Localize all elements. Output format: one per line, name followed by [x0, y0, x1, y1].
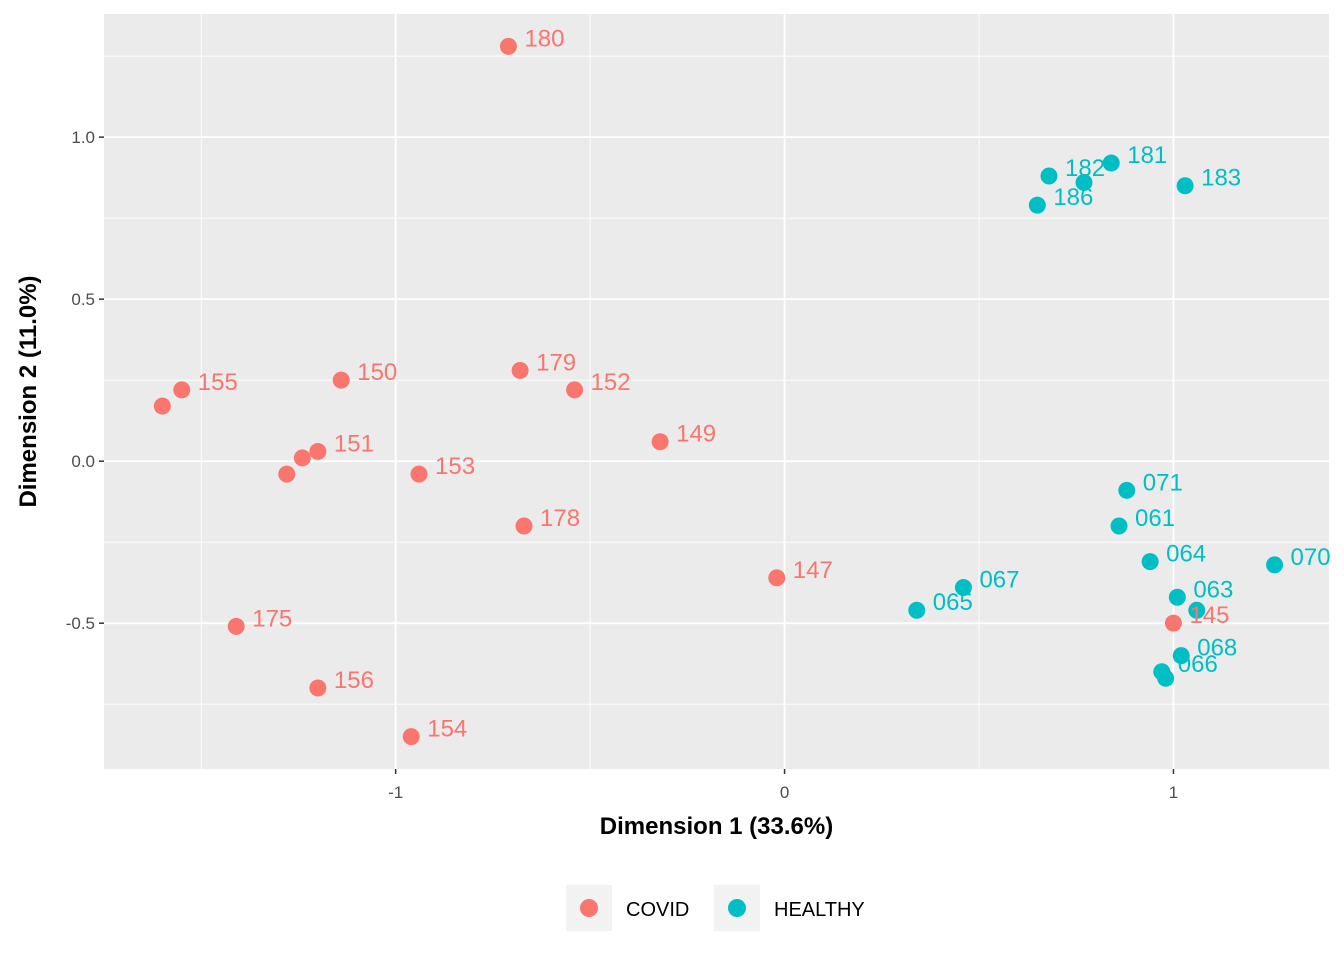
point-label: 070: [1291, 544, 1331, 571]
data-point: [908, 601, 926, 619]
x-tick-label: 0: [780, 783, 789, 802]
y-axis-ticks: -0.5 0.0 0.5 1.0: [66, 128, 104, 633]
data-point: [1075, 173, 1093, 191]
point-label: 183: [1201, 165, 1241, 192]
data-point: [566, 381, 584, 399]
y-axis-title: Dimension 2 (11.0%): [15, 275, 42, 507]
minor-gridlines: [104, 14, 1329, 769]
point-label: 178: [540, 505, 580, 532]
data-point: [278, 465, 296, 483]
data-point: [1168, 588, 1186, 606]
data-point: [1028, 196, 1046, 214]
point-label: 152: [591, 369, 631, 396]
point-label: 180: [524, 25, 564, 52]
y-tick-label: 0.5: [71, 290, 95, 309]
point-label: 063: [1193, 576, 1233, 603]
data-points: [153, 37, 1284, 746]
data-point: [1157, 669, 1175, 687]
legend-key-dot: [580, 899, 598, 917]
legend: COVID HEALTHY: [566, 885, 865, 931]
data-point: [402, 728, 420, 746]
y-tick-label: -0.5: [66, 614, 95, 633]
point-label: 156: [334, 667, 374, 694]
panel-background: [104, 14, 1329, 769]
data-point: [173, 381, 191, 399]
data-point: [499, 37, 517, 55]
x-tick-label: -1: [388, 783, 403, 802]
point-label: 150: [357, 359, 397, 386]
point-label: 147: [793, 557, 833, 584]
data-point: [1118, 481, 1136, 499]
point-label: 066: [1178, 651, 1218, 678]
point-label: 154: [427, 716, 467, 743]
data-point: [309, 679, 327, 697]
point-label: 175: [252, 605, 292, 632]
x-tick-label: 1: [1169, 783, 1178, 802]
data-point: [651, 433, 669, 451]
x-axis-title: Dimension 1 (33.6%): [600, 813, 833, 840]
point-label: 064: [1166, 541, 1206, 568]
data-point: [1172, 647, 1190, 665]
point-label: 068: [1197, 635, 1237, 662]
major-gridlines: [104, 14, 1329, 769]
legend-label: HEALTHY: [774, 899, 865, 921]
data-point: [1102, 154, 1120, 172]
point-label: 149: [676, 421, 716, 448]
point-label: 153: [435, 453, 475, 480]
data-point: [332, 371, 350, 389]
point-label: 151: [334, 430, 374, 457]
x-axis-ticks: -1 0 1: [388, 769, 1178, 802]
y-tick-label: 0.0: [71, 452, 95, 471]
data-point: [515, 517, 533, 535]
data-point: [1164, 614, 1182, 632]
point-label: 065: [933, 589, 973, 616]
legend-key-dot: [728, 899, 746, 917]
legend-item-healthy: HEALTHY: [714, 885, 865, 931]
data-point: [768, 569, 786, 587]
point-labels: 180 155 150 179 152 151 153 149 178 147 175 156 154 1…: [198, 25, 1331, 742]
data-point: [1188, 601, 1206, 619]
data-point: [410, 465, 428, 483]
data-point: [309, 442, 327, 460]
point-label: 179: [536, 349, 576, 376]
point-label: 155: [198, 369, 238, 396]
point-label: 067: [979, 567, 1019, 594]
point-label: 071: [1143, 469, 1183, 496]
data-point: [1110, 517, 1128, 535]
point-label: 182: [1065, 155, 1105, 182]
data-point: [1141, 553, 1159, 571]
data-point: [293, 449, 311, 467]
point-label: 181: [1127, 142, 1167, 169]
data-point: [227, 617, 245, 635]
data-point: [1176, 177, 1194, 195]
data-point: [1266, 556, 1284, 574]
legend-label: COVID: [626, 899, 689, 921]
point-label: 061: [1135, 505, 1175, 532]
legend-item-covid: COVID: [566, 885, 689, 931]
data-point: [511, 361, 529, 379]
data-point: [153, 397, 171, 415]
data-point: [1040, 167, 1058, 185]
point-label: 145: [1189, 602, 1229, 629]
data-point: [954, 579, 972, 597]
y-tick-label: 1.0: [71, 128, 95, 147]
point-label: 186: [1053, 184, 1093, 211]
